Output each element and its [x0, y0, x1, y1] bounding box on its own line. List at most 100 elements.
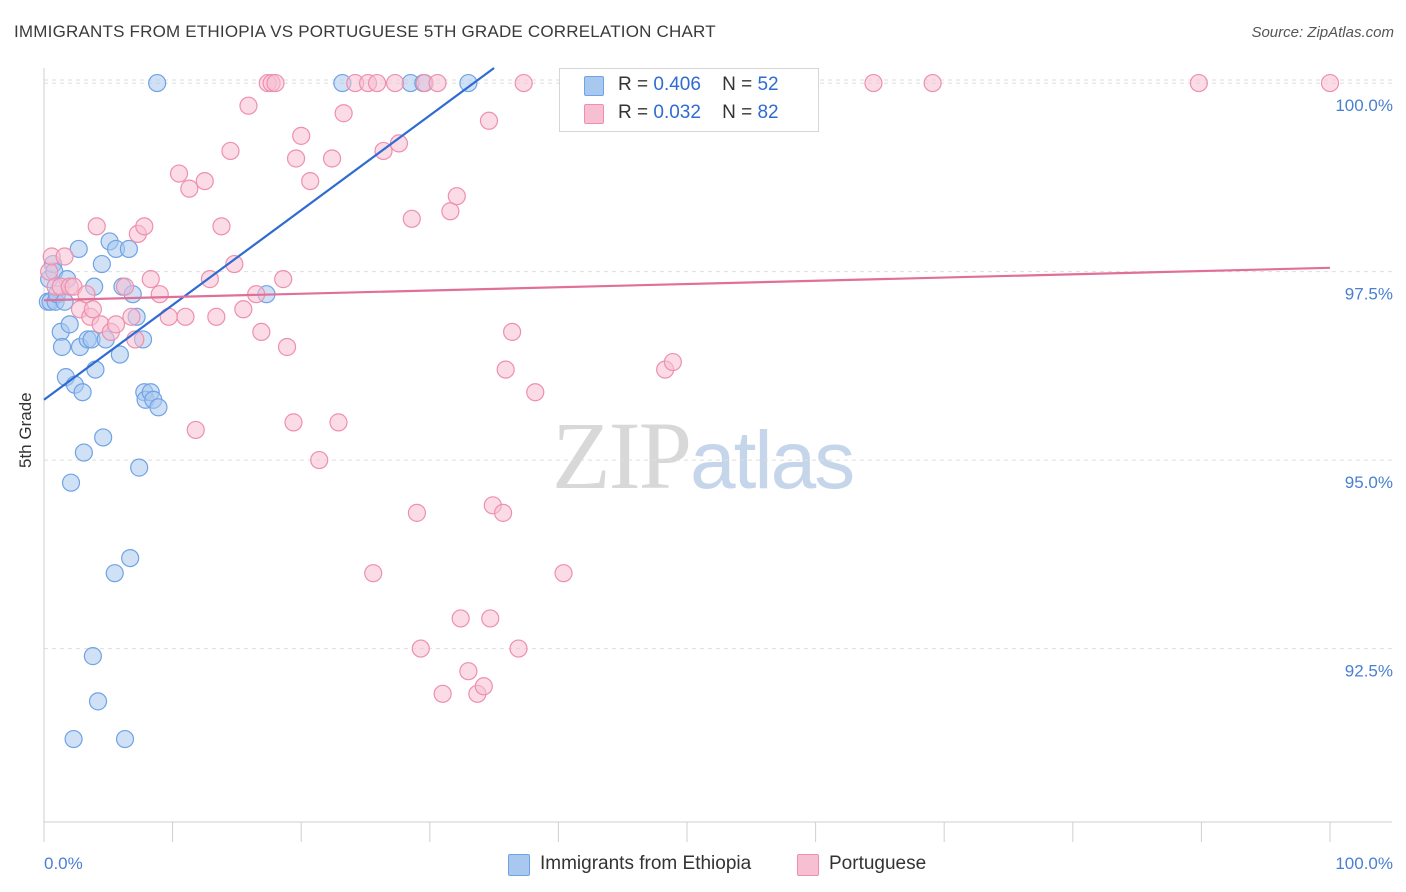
portuguese-point	[212, 217, 231, 236]
stats-n-label: N =	[722, 74, 753, 95]
ethiopia-point	[121, 548, 140, 568]
portuguese-point	[310, 450, 329, 470]
portuguese-point	[447, 187, 466, 206]
ethiopia-point	[73, 383, 92, 402]
portuguese-point	[115, 277, 135, 296]
source-label: Source: ZipAtlas.com	[1251, 24, 1394, 41]
portuguese-point	[186, 420, 205, 440]
portuguese-point	[87, 217, 106, 236]
portuguese-point	[225, 254, 244, 274]
portuguese-point	[329, 413, 348, 432]
y-tick-label: 95.0%	[1345, 473, 1393, 492]
y-tick-label: 97.5%	[1345, 285, 1393, 304]
portuguese-point	[266, 73, 285, 93]
portuguese-point	[526, 383, 545, 402]
portuguese-point	[554, 564, 573, 583]
ethiopia-point	[105, 564, 124, 583]
portuguese-trend-line	[43, 266, 1331, 302]
ethiopia-point	[55, 292, 74, 311]
portuguese-point	[451, 609, 470, 628]
stats-n-value: 52	[757, 74, 779, 95]
portuguese-point	[234, 300, 253, 319]
portuguese-point	[83, 300, 102, 319]
ethiopia-point	[69, 239, 88, 259]
stats-n-label: N =	[722, 102, 753, 123]
stats-swatch-portuguese	[584, 104, 604, 124]
portuguese-point	[176, 307, 195, 326]
portuguese-point	[514, 73, 533, 93]
portuguese-point	[284, 413, 303, 432]
portuguese-point	[322, 149, 342, 168]
portuguese-point	[274, 270, 293, 289]
portuguese-point	[286, 149, 306, 168]
trend-lines	[43, 67, 1331, 401]
portuguese-point	[923, 73, 942, 93]
ethiopia-point	[60, 315, 79, 334]
portuguese-point	[433, 684, 452, 703]
portuguese-point	[221, 141, 240, 161]
portuguese-point	[292, 126, 311, 145]
portuguese-point	[441, 202, 460, 221]
portuguese-point	[509, 639, 528, 658]
portuguese-point	[864, 73, 883, 93]
watermark: ZIPatlas	[552, 400, 855, 511]
x-tick-label: 0.0%	[44, 854, 83, 873]
grid	[44, 79, 1392, 650]
legend-swatch-portuguese	[797, 854, 819, 876]
portuguese-point	[135, 217, 154, 236]
stats-n-value: 82	[757, 102, 779, 123]
y-axis-label: 5th Grade	[16, 392, 35, 468]
stats-r-value: 0.032	[653, 102, 701, 123]
portuguese-point	[364, 564, 383, 583]
portuguese-point	[301, 172, 320, 191]
portuguese-point	[428, 73, 447, 93]
axes	[43, 68, 1392, 842]
stats-r-label: R =	[618, 74, 649, 95]
portuguese-point	[402, 209, 421, 228]
portuguese-point	[334, 104, 353, 123]
portuguese-point	[40, 262, 59, 281]
ethiopia-point	[115, 729, 135, 749]
stats-r-label: R =	[618, 102, 649, 123]
ethiopia-point	[83, 647, 102, 666]
portuguese-point	[1320, 73, 1340, 93]
portuguese-point	[122, 307, 141, 326]
ethiopia-point	[74, 443, 93, 462]
tick-labels: 92.5% 95.0% 97.5% 100.0% 0.0% 100.0%	[44, 96, 1393, 873]
x-tick-label: 100.0%	[1335, 854, 1393, 873]
legend-label: Immigrants from Ethiopia	[540, 853, 752, 874]
ethiopia-point	[94, 428, 113, 447]
portuguese-point	[195, 172, 214, 191]
portuguese-point	[496, 360, 515, 379]
portuguese-point	[367, 73, 387, 93]
portuguese-point	[239, 96, 258, 115]
ethiopia-point	[61, 473, 81, 492]
legend-label: Portuguese	[829, 853, 927, 874]
ethiopia-point	[88, 692, 108, 711]
portuguese-point	[407, 503, 427, 522]
portuguese-point	[385, 73, 405, 93]
portuguese-point	[180, 179, 199, 198]
portuguese-point	[55, 247, 74, 266]
portuguese-point	[479, 111, 499, 130]
ethiopia-point	[119, 239, 138, 259]
ethiopia-point	[86, 360, 105, 379]
portuguese-point	[169, 164, 189, 183]
portuguese-point	[494, 503, 513, 522]
portuguese-point	[1189, 73, 1208, 93]
portuguese-point	[141, 270, 160, 289]
portuguese-point	[277, 337, 297, 357]
y-tick-label: 92.5%	[1345, 662, 1393, 681]
ethiopia-point	[64, 729, 83, 749]
stats-swatch-ethiopia	[584, 76, 604, 96]
watermark-zip: ZIP	[552, 402, 692, 509]
ethiopia-point	[92, 254, 111, 274]
chart-title: IMMIGRANTS FROM ETHIOPIA VS PORTUGUESE 5…	[14, 22, 716, 41]
portuguese-point	[474, 677, 493, 696]
ethiopia-point	[149, 398, 168, 417]
portuguese-point	[106, 315, 126, 334]
portuguese-point	[481, 609, 500, 628]
ethiopia-point	[52, 337, 72, 357]
portuguese-point	[150, 285, 169, 304]
